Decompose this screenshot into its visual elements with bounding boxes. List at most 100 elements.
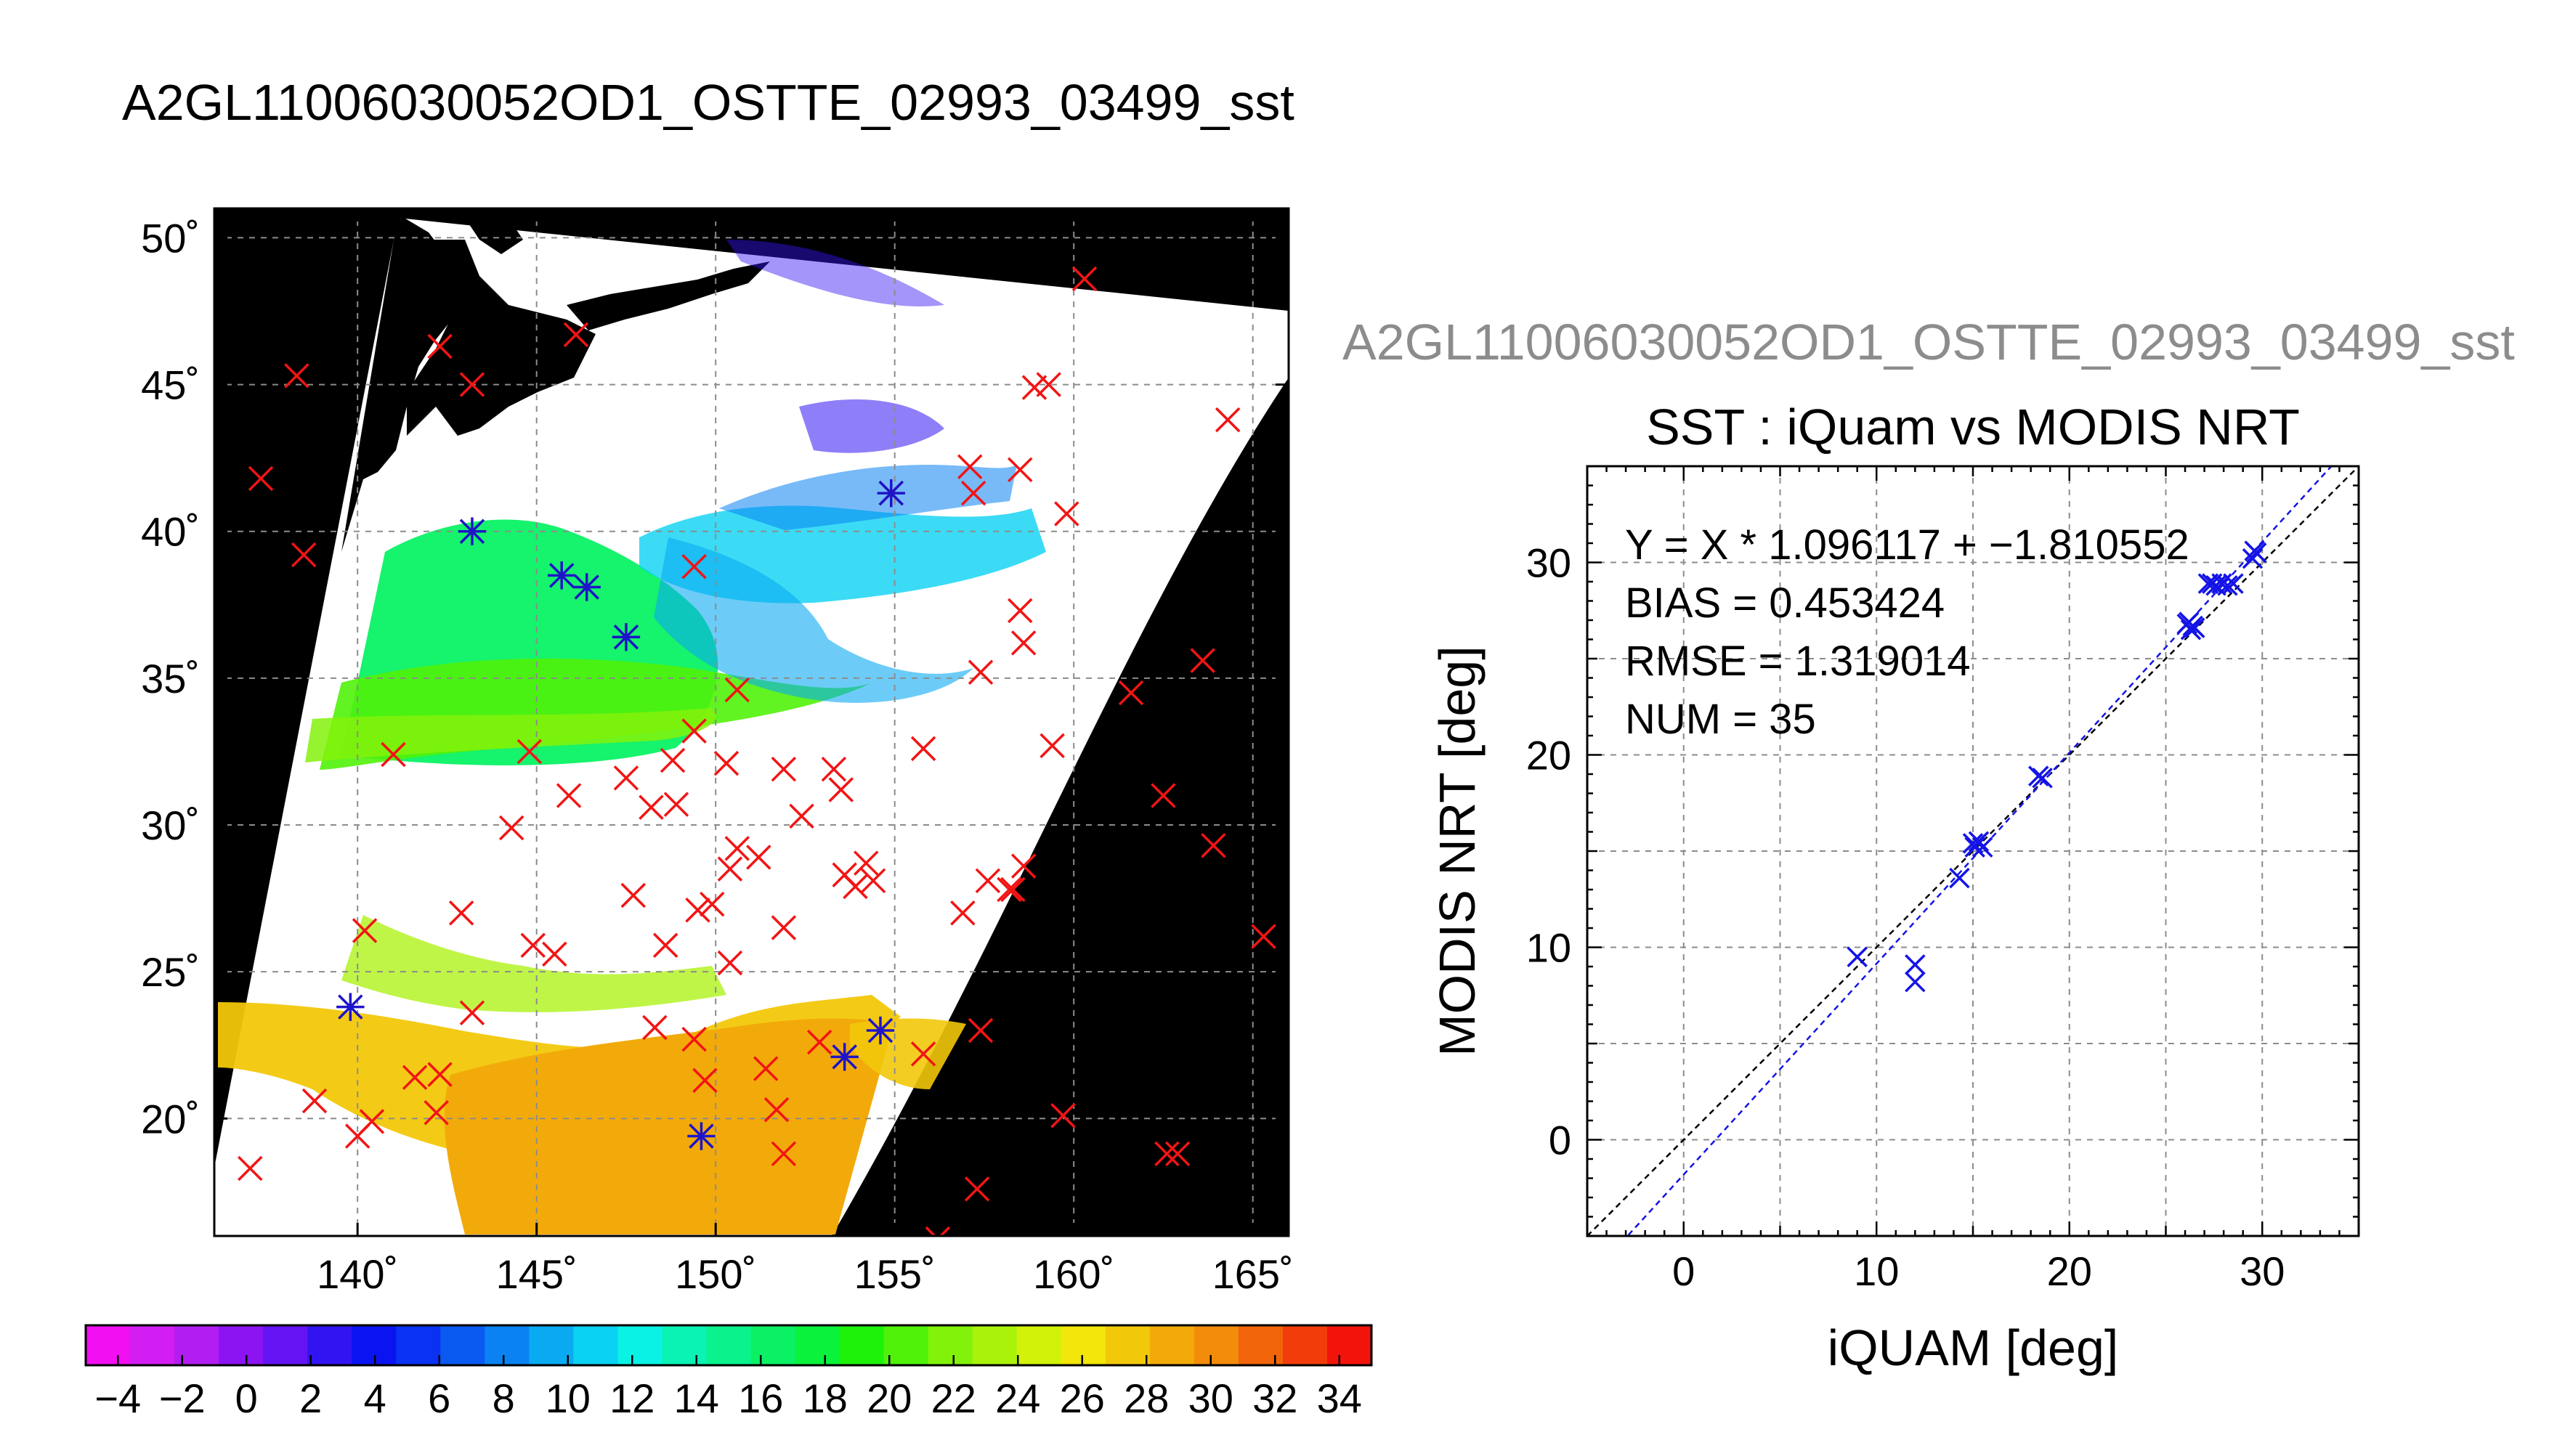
buoy-marker-blue	[830, 1043, 859, 1071]
sst-patch-far-north	[726, 240, 944, 306]
colorbar-segment	[1016, 1325, 1062, 1365]
scatter-plot: 0 0 10 10 20 20 30 30 Y = X * 1.096117 + −1.810…	[1429, 465, 2360, 1376]
buoy-marker-red	[1036, 372, 1061, 397]
buoy-marker-red	[301, 1088, 328, 1114]
colorbar-tick-label: 26	[1060, 1375, 1105, 1421]
buoy-marker-red	[806, 1029, 832, 1055]
colorbar-segment	[928, 1325, 973, 1365]
map-x-tick-label: 155˚	[854, 1251, 936, 1297]
buoy-marker-red	[291, 542, 317, 568]
map-buoy-markers	[238, 266, 1276, 1236]
colorbar-segment	[86, 1325, 131, 1365]
buoy-marker-blue	[866, 1016, 895, 1045]
buoy-marker-red	[724, 836, 750, 861]
colorbar-tick-label: 18	[803, 1375, 848, 1421]
colorbar-segment	[529, 1325, 574, 1365]
colorbar-segment	[130, 1325, 175, 1365]
colorbar-tick-label: 10	[546, 1375, 591, 1421]
buoy-marker-red	[1201, 833, 1226, 858]
buoy-marker-red	[427, 1062, 453, 1087]
buoy-marker-red	[284, 363, 309, 389]
buoy-marker-red	[238, 1155, 263, 1182]
colorbar-segment	[263, 1325, 308, 1365]
scatter-point	[1905, 971, 1926, 993]
map-frame	[213, 207, 1290, 1237]
scatter-content	[1587, 466, 2359, 1236]
colorbar-tick-label: 14	[674, 1375, 719, 1421]
sst-patch-east	[654, 537, 973, 703]
buoy-marker-red	[843, 874, 868, 900]
buoy-marker-red	[771, 756, 797, 782]
buoy-marker-red	[997, 877, 1022, 903]
buoy-marker-red	[663, 792, 689, 817]
buoy-marker-red	[910, 1041, 936, 1067]
buoy-marker-red	[713, 750, 739, 776]
buoy-marker-red	[520, 932, 546, 958]
colorbar-tick-label: 28	[1124, 1375, 1169, 1421]
scatter-stat-line: RMSE = 1.319014	[1625, 638, 1971, 685]
buoy-marker-red	[1054, 501, 1079, 526]
buoy-marker-red	[681, 553, 707, 579]
buoy-marker-red	[746, 845, 771, 870]
buoy-marker-red	[717, 950, 743, 976]
scatter-stat-line: Y = X * 1.096117 + −1.810552	[1625, 521, 2189, 569]
buoy-marker-blue	[687, 1122, 716, 1150]
buoy-marker-blue	[458, 517, 487, 545]
buoy-marker-red	[1151, 783, 1176, 808]
colorbar-tick-label: 34	[1317, 1375, 1362, 1421]
buoy-marker-red	[771, 915, 797, 940]
colorbar-segment	[1149, 1325, 1195, 1365]
scatter-x-tick-label: 10	[1854, 1248, 1899, 1294]
buoy-marker-red	[402, 1065, 428, 1090]
land-kuril	[567, 261, 770, 330]
scatter-point	[1964, 837, 1985, 858]
buoy-marker-red	[1000, 877, 1026, 903]
identity-line	[1587, 466, 2359, 1236]
map-axes: 140˚ 145˚ 150˚ 155˚ 160˚ 165˚ 20˚ 25˚ 30˚ 35˚ 40˚ 4…	[141, 208, 1294, 1297]
colorbar-tick-label: 0	[235, 1375, 258, 1421]
colorbar-segment	[795, 1325, 840, 1365]
colorbar-segment	[972, 1325, 1018, 1365]
colorbar-segment	[662, 1325, 708, 1365]
buoy-marker-red	[1251, 924, 1276, 949]
scatter-point	[1905, 954, 1926, 975]
colorbar-tick-label: 4	[364, 1375, 386, 1421]
buoy-marker-red	[717, 856, 743, 882]
scatter-stat-line: NUM = 35	[1625, 696, 1816, 743]
sst-band-hot	[444, 1018, 893, 1235]
buoy-marker-red	[968, 1017, 994, 1044]
colorbar-tick-label: 22	[931, 1375, 976, 1421]
buoy-marker-red	[685, 898, 710, 923]
colorbar-segment	[307, 1325, 352, 1365]
map-x-tick-label: 140˚	[317, 1251, 398, 1297]
map-grid	[214, 208, 1289, 1236]
buoy-marker-red	[424, 1099, 449, 1126]
buoy-marker-red	[964, 1176, 990, 1202]
sst-colorbar: −4 −2 0 2 4 6 8 10 12 14 16 18 20 22 24 26 28 30 32 34	[84, 1324, 1373, 1421]
scatter-x-tick-label: 0	[1672, 1248, 1695, 1294]
map-y-tick-label: 45˚	[141, 362, 200, 408]
colorbar-tick-label: 20	[867, 1375, 912, 1421]
sst-patch-se	[850, 1018, 966, 1089]
scatter-y-tick-label: 30	[1526, 540, 1571, 586]
scatter-point	[2184, 617, 2205, 638]
colorbar-frame	[84, 1324, 1373, 1367]
main-title: A2GL11006030052OD1_OSTTE_02993_03499_sst	[122, 74, 1294, 131]
colorbar-segment	[1194, 1325, 1239, 1365]
buoy-marker-red	[860, 868, 886, 894]
buoy-marker-red	[459, 372, 485, 397]
buoy-marker-red	[1071, 266, 1098, 292]
buoy-marker-red	[563, 322, 589, 348]
buoy-marker-red	[613, 765, 639, 791]
buoy-marker-red	[910, 736, 936, 762]
scatter-y-tick-label: 20	[1526, 733, 1571, 778]
buoy-marker-red	[763, 1097, 790, 1123]
colorbar-tick-label: 8	[493, 1375, 515, 1421]
buoy-marker-red	[950, 900, 976, 926]
sst-band-warm2	[305, 708, 716, 762]
buoy-marker-red	[789, 803, 814, 829]
buoy-marker-red	[821, 756, 847, 782]
scatter-y-tick-label: 10	[1526, 925, 1571, 971]
scatter-point	[1847, 946, 1868, 967]
colorbar-segment	[706, 1325, 752, 1365]
